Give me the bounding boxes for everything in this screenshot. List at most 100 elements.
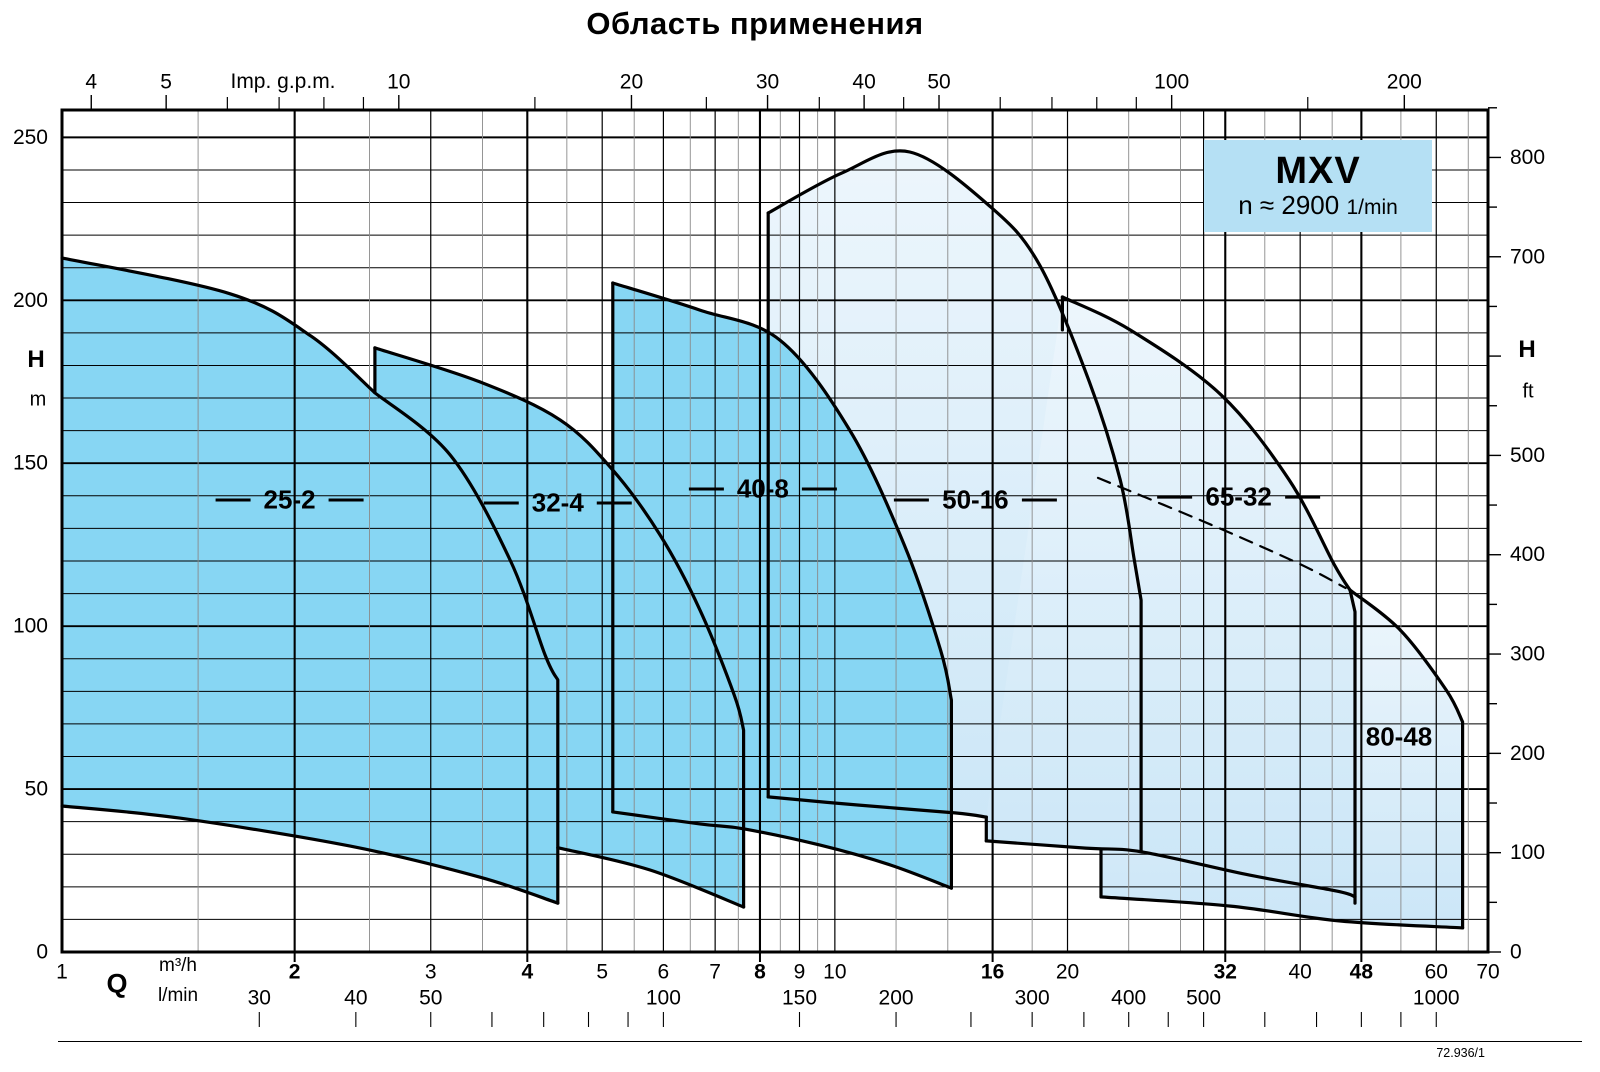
right-axis-title: H bbox=[1518, 336, 1536, 363]
top-tick-label: 200 bbox=[1387, 71, 1422, 94]
speed-value: n ≈ 2900 bbox=[1238, 190, 1340, 221]
left-tick-label: 150 bbox=[13, 452, 48, 475]
region-label-32-4: 32-4 bbox=[531, 487, 584, 518]
m3h-tick-label: 60 bbox=[1425, 961, 1448, 984]
speed-unit: 1/min bbox=[1346, 196, 1398, 220]
top-tick-label: 100 bbox=[1154, 71, 1189, 94]
flow-axis-symbol: Q bbox=[106, 968, 128, 999]
bottom-axis-m3h: 1 2 3 4 5 6 7 8 9 10 16 20 32 40 48 60 70 bbox=[56, 952, 1500, 984]
m3h-tick-label: 70 bbox=[1476, 961, 1499, 984]
right-tick-label: 100 bbox=[1510, 841, 1545, 864]
drawing-code: 72.936/1 bbox=[1436, 1046, 1485, 1060]
region-fill-25-2 bbox=[62, 257, 558, 904]
gridlines bbox=[62, 110, 1488, 952]
lmin-tick-label: 500 bbox=[1186, 987, 1221, 1010]
m3h-tick-label: 48 bbox=[1350, 961, 1374, 984]
top-tick-label: 20 bbox=[620, 71, 643, 94]
lmin-tick-label: 40 bbox=[344, 987, 367, 1010]
right-tick-label: 800 bbox=[1510, 146, 1545, 169]
region-fill-40-8 bbox=[612, 283, 952, 889]
top-tick-label: 40 bbox=[852, 71, 875, 94]
m3h-tick-label: 20 bbox=[1056, 961, 1079, 984]
right-axis-unit: ft bbox=[1522, 380, 1534, 403]
lmin-tick-label: 100 bbox=[646, 987, 681, 1010]
m3h-tick-label: 3 bbox=[425, 961, 437, 984]
left-tick-label: 50 bbox=[25, 778, 48, 801]
model-speed: n ≈ 2900 1/min bbox=[1238, 192, 1398, 219]
region-outline bbox=[60, 256, 560, 905]
region-outline bbox=[611, 810, 953, 890]
region-outline bbox=[1060, 295, 1357, 905]
region-fill-65-32 bbox=[986, 297, 1355, 904]
region-label-65-32: 65-32 bbox=[1205, 481, 1272, 512]
left-tick-label: 250 bbox=[13, 126, 48, 149]
left-axis-title: H bbox=[27, 346, 45, 373]
m3h-tick-label: 9 bbox=[794, 961, 806, 984]
right-tick-label: 0 bbox=[1510, 941, 1522, 964]
left-tick-label: 100 bbox=[13, 615, 48, 638]
top-tick-label: 4 bbox=[85, 71, 97, 94]
region-outline bbox=[60, 804, 560, 905]
bottom-axis-lmin: 30 40 50 100 150 200 300 400 500 1000 bbox=[248, 987, 1460, 1027]
region-label-40-8: 40-8 bbox=[736, 473, 789, 504]
chart-title: Область применения bbox=[586, 6, 924, 41]
top-axis-unit-label: Imp. g.p.m. bbox=[230, 70, 336, 93]
top-tick-label: 50 bbox=[927, 71, 950, 94]
region-outline bbox=[373, 346, 746, 909]
lmin-tick-label: 30 bbox=[248, 987, 271, 1010]
right-tick-label: 500 bbox=[1510, 444, 1545, 467]
region-outlines bbox=[60, 149, 1465, 930]
right-axis: 0 100 200 300 400 500 700 800 bbox=[1488, 107, 1545, 964]
lmin-tick-label: 400 bbox=[1111, 987, 1146, 1010]
plot-frame bbox=[60, 108, 1490, 954]
m3h-tick-label: 32 bbox=[1214, 961, 1237, 984]
lmin-unit-label: l/min bbox=[157, 985, 199, 1006]
m3h-tick-label: 2 bbox=[289, 961, 301, 984]
model-name: MXV bbox=[1275, 150, 1361, 193]
m3h-tick-label: 1 bbox=[56, 961, 68, 984]
left-tick-label: 0 bbox=[36, 941, 48, 964]
m3h-tick-label: 16 bbox=[981, 961, 1004, 984]
left-axis-unit: m bbox=[29, 388, 47, 411]
top-tick-label: 30 bbox=[756, 71, 779, 94]
region-fills bbox=[62, 150, 1463, 928]
left-tick-label: 200 bbox=[13, 289, 48, 312]
region-outline bbox=[1099, 895, 1465, 930]
region-fill-80-48 bbox=[1101, 590, 1463, 928]
lmin-tick-label: 50 bbox=[419, 987, 442, 1010]
model-badge: MXV n ≈ 2900 1/min bbox=[1204, 140, 1432, 232]
region-label-80-48: 80-48 bbox=[1365, 721, 1433, 752]
right-tick-label: 700 bbox=[1510, 245, 1545, 268]
m3h-tick-label: 40 bbox=[1288, 961, 1311, 984]
m3h-unit-label: m³/h bbox=[159, 955, 197, 976]
lmin-tick-label: 1000 bbox=[1413, 987, 1460, 1010]
dashed-guide-line bbox=[1096, 476, 1347, 590]
lmin-tick-label: 300 bbox=[1015, 987, 1050, 1010]
m3h-tick-label: 8 bbox=[754, 961, 766, 984]
m3h-tick-label: 5 bbox=[596, 961, 608, 984]
label-leader-dashes bbox=[215, 487, 1321, 505]
right-tick-label: 400 bbox=[1510, 543, 1545, 566]
m3h-tick-label: 7 bbox=[709, 961, 721, 984]
m3h-tick-label: 6 bbox=[658, 961, 670, 984]
region-outline bbox=[766, 795, 988, 819]
right-tick-label: 300 bbox=[1510, 643, 1545, 666]
top-tick-label: 10 bbox=[387, 71, 410, 94]
lmin-tick-label: 150 bbox=[782, 987, 817, 1010]
region-outline bbox=[766, 149, 1143, 853]
right-tick-label: 200 bbox=[1510, 742, 1545, 765]
region-outline bbox=[556, 846, 746, 909]
m3h-tick-label: 4 bbox=[521, 961, 533, 984]
top-tick-label: 5 bbox=[160, 71, 172, 94]
footer-divider bbox=[58, 1041, 1582, 1042]
region-label-50-16: 50-16 bbox=[942, 484, 1009, 515]
top-axis: 4 5 10 20 30 40 50 100 200 bbox=[85, 71, 1422, 110]
left-axis: 0 50 100 150 200 250 bbox=[13, 126, 48, 964]
region-outline bbox=[1348, 588, 1465, 930]
region-outline bbox=[611, 281, 953, 890]
region-outline bbox=[984, 839, 1357, 899]
m3h-tick-label: 10 bbox=[823, 961, 846, 984]
region-label-25-2: 25-2 bbox=[263, 484, 316, 515]
